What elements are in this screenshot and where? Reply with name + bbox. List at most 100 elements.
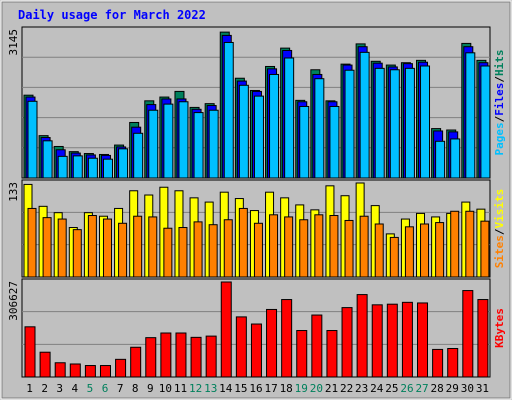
bar-kbytes	[326, 330, 338, 378]
bar-kbytes	[371, 304, 383, 378]
bar-sites	[420, 223, 430, 278]
x-tick-label: 16	[249, 382, 262, 395]
bar-kbytes	[160, 332, 172, 378]
bar-kbytes	[432, 348, 444, 378]
bar-pages	[27, 100, 38, 179]
bar-pages	[374, 67, 385, 179]
bar-pages	[163, 103, 174, 179]
bar-kbytes	[115, 358, 127, 378]
bar-pages	[208, 109, 219, 179]
x-tick-label: 23	[355, 382, 368, 395]
bar-sites	[148, 216, 158, 278]
x-tick-label: 20	[310, 382, 323, 395]
x-tick-label: 5	[87, 382, 94, 395]
right-label-part: Hits	[493, 50, 506, 77]
x-tick-label: 11	[174, 382, 187, 395]
bar-kbytes	[401, 301, 413, 378]
bar-sites	[269, 214, 279, 278]
bar-sites	[42, 217, 52, 278]
x-tick-label: 18	[280, 382, 293, 395]
x-tick-label: 17	[264, 382, 277, 395]
bar-kbytes	[145, 337, 157, 378]
bar-pages	[253, 95, 264, 179]
bar-pages	[133, 132, 144, 179]
bar-pages	[57, 155, 68, 179]
bar-sites	[223, 219, 233, 278]
bar-kbytes	[220, 281, 232, 378]
bar-sites	[435, 222, 445, 278]
bar-sites	[374, 223, 384, 278]
x-tick-label: 2	[41, 382, 48, 395]
x-tick-label: 29	[446, 382, 459, 395]
bar-sites	[102, 218, 112, 278]
x-tick-label: 7	[117, 382, 124, 395]
bar-sites	[344, 219, 354, 278]
bar-sites	[284, 216, 294, 278]
bar-sites	[178, 227, 188, 278]
bar-kbytes	[99, 365, 111, 378]
right-label-part: Files	[493, 83, 506, 116]
bar-kbytes	[311, 314, 323, 378]
x-tick-label: 9	[147, 382, 154, 395]
bar-pages	[420, 65, 431, 179]
x-tick-label: 27	[415, 382, 428, 395]
bar-kbytes	[130, 346, 142, 378]
bar-pages	[87, 157, 98, 179]
bar-sites	[450, 210, 460, 278]
right-label-part: Pages	[493, 122, 506, 155]
x-tick-label: 25	[385, 382, 398, 395]
x-tick-label: 14	[219, 382, 233, 395]
bar-pages	[238, 84, 249, 179]
bar-sites	[87, 215, 97, 278]
bar-kbytes	[84, 365, 96, 378]
bar-sites	[72, 229, 82, 278]
bar-sites	[238, 207, 248, 278]
bar-kbytes	[24, 326, 36, 378]
right-label-part: /	[493, 228, 506, 235]
bar-sites	[314, 214, 324, 278]
bar-pages	[102, 158, 113, 179]
bar-pages	[314, 78, 325, 179]
bar-pages	[480, 65, 491, 179]
bar-kbytes	[39, 351, 51, 378]
y-max-label: 306627	[7, 281, 20, 321]
bar-kbytes	[296, 330, 308, 378]
bar-pages	[329, 105, 340, 179]
bar-kbytes	[54, 362, 66, 378]
bar-kbytes	[235, 316, 247, 378]
x-tick-label: 10	[159, 382, 172, 395]
right-axis-label: KBytes	[493, 308, 506, 348]
right-label-part: Sites	[493, 235, 506, 268]
bar-sites	[329, 215, 339, 278]
bar-kbytes	[341, 307, 353, 378]
x-tick-label: 6	[102, 382, 109, 395]
bar-kbytes	[356, 294, 368, 378]
bar-kbytes	[69, 363, 81, 378]
bar-pages	[450, 138, 461, 179]
x-tick-label: 22	[340, 382, 353, 395]
x-tick-label: 21	[325, 382, 338, 395]
bar-kbytes	[190, 336, 202, 378]
x-tick-label: 24	[370, 382, 384, 395]
bar-pages	[42, 140, 53, 179]
bar-kbytes	[175, 332, 187, 378]
bar-sites	[57, 218, 67, 278]
panel-kbytes: 306627 KBytes	[7, 278, 506, 378]
bar-sites	[253, 222, 263, 278]
bar-kbytes	[417, 302, 429, 378]
bar-sites	[299, 219, 309, 278]
bar-sites	[133, 215, 143, 278]
x-tick-label: 8	[132, 382, 139, 395]
x-tick-label: 1	[26, 382, 33, 395]
right-axis-label: Pages/Files/Hits	[493, 50, 506, 156]
x-tick-label: 28	[431, 382, 444, 395]
bar-sites	[465, 210, 475, 278]
x-tick-label: 31	[476, 382, 489, 395]
bar-pages	[148, 109, 159, 179]
bar-pages	[435, 140, 446, 179]
bar-pages	[465, 52, 476, 179]
x-tick-label: 3	[56, 382, 63, 395]
x-tick-label: 12	[189, 382, 202, 395]
